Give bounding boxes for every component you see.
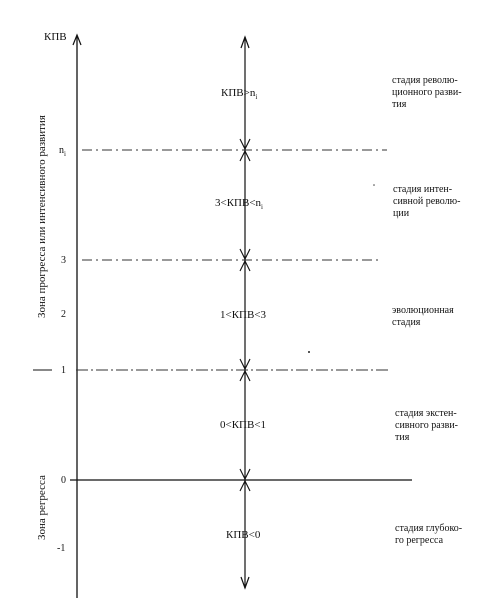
scan-speck	[308, 351, 310, 353]
kpv-axis-arrowhead	[72, 33, 82, 46]
stage-label-revolution: стадия револю-ционного разви-тия	[392, 75, 462, 110]
stage-label-intensive: стадия интен-сивной револю-ции	[393, 184, 461, 219]
condition-label-1-3: 1<КПВ<3	[220, 309, 267, 321]
condition-label-3-ni: 3<КПВ<ni	[215, 197, 263, 212]
double-arrow-marker-0	[239, 468, 251, 492]
condition-label-0-1: 0<КПВ<1	[220, 419, 267, 431]
tick-label-0: 0	[61, 475, 66, 486]
zone-label-progress: Зона прогресса или интенсивного развития	[36, 115, 48, 318]
tick-label-minus1: -1	[57, 543, 66, 554]
condition-label-below-0: КПВ<0	[226, 529, 261, 541]
tick-label-ni: ni	[59, 145, 66, 158]
central-arrow-top	[240, 35, 250, 49]
stage-label-extensive: стадия экстен-сивного разви-тия	[395, 408, 459, 443]
double-arrow-marker-3	[239, 248, 251, 272]
scan-speck	[373, 184, 375, 186]
double-arrow-marker-1	[239, 358, 251, 382]
double-arrow-marker-ni	[239, 138, 251, 162]
condition-label-above-ni: КПВ>ni	[221, 87, 258, 102]
tick-label-2: 2	[61, 309, 66, 320]
tick-label-3: 3	[61, 255, 66, 266]
axis-label: КПВ	[44, 31, 67, 43]
zone-label-regress: Зона регресса	[36, 475, 48, 540]
stage-label-evolution: эволюционная стадия	[392, 305, 454, 328]
stage-label-deep-regress: стадия глубоко-го регресса	[395, 523, 463, 546]
central-arrow-bottom	[240, 576, 250, 590]
tick-label-1: 1	[61, 365, 66, 376]
